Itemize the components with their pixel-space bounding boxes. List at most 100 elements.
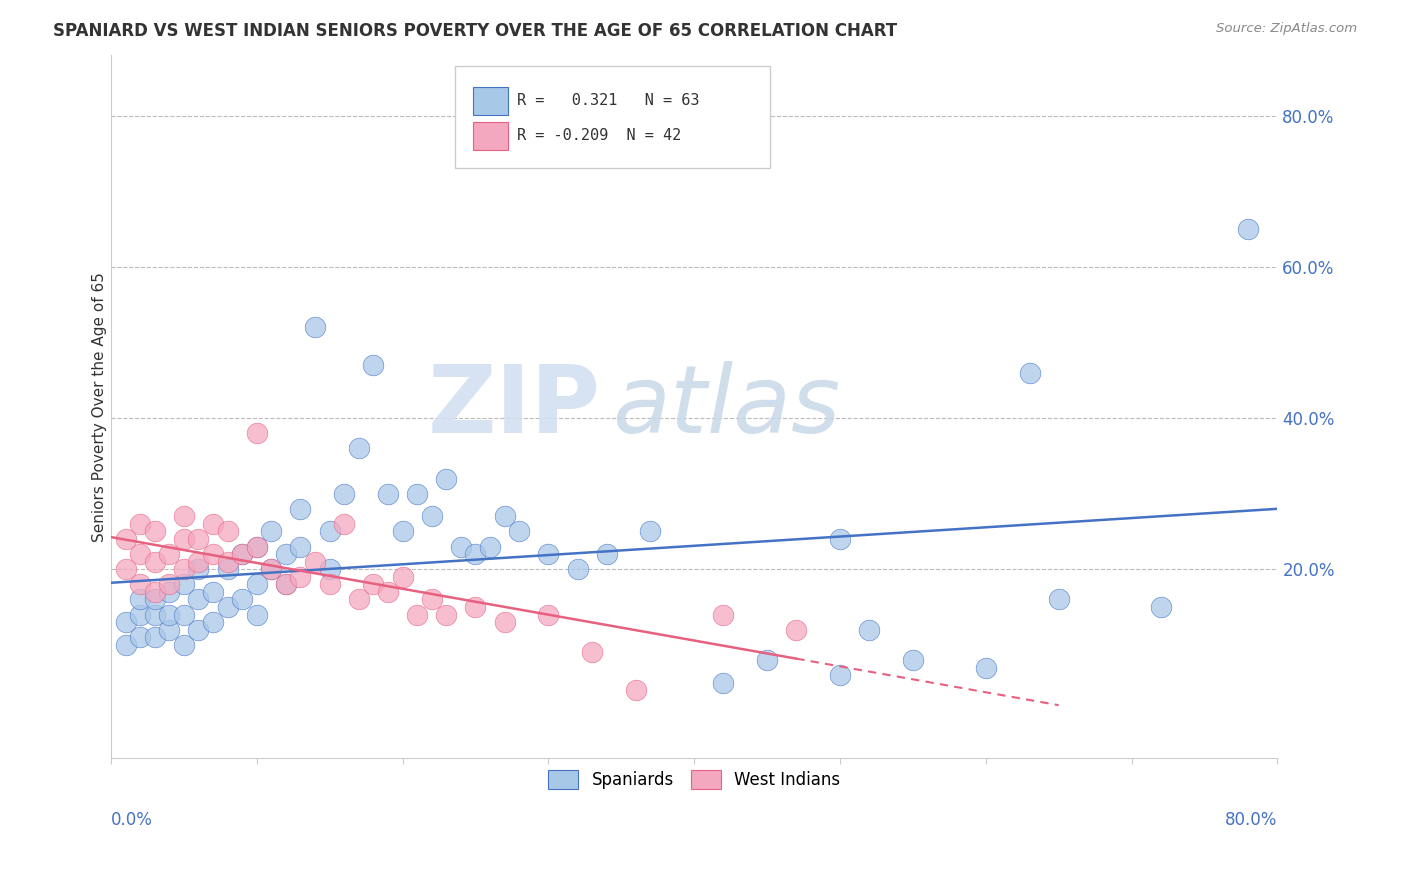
Point (420, 509, 443, 524)
Point (304, 320, 326, 334)
Point (246, 540, 269, 554)
Point (201, 615, 224, 629)
Point (231, 547, 253, 561)
Point (201, 547, 224, 561)
Point (508, 524, 530, 539)
Point (363, 577, 385, 591)
Point (756, 653, 779, 667)
Point (143, 585, 166, 599)
Point (173, 607, 195, 622)
Point (1150, 600, 1173, 615)
Point (173, 562, 195, 576)
Point (274, 577, 297, 591)
Point (157, 577, 180, 591)
Point (858, 623, 880, 637)
Point (217, 600, 239, 615)
Point (114, 562, 136, 576)
Point (187, 555, 209, 569)
Point (377, 486, 399, 500)
Point (129, 577, 152, 591)
Point (494, 615, 516, 629)
Point (260, 524, 283, 539)
Point (828, 532, 851, 546)
Point (434, 471, 457, 485)
Point (129, 547, 152, 561)
Point (420, 592, 443, 607)
Point (173, 532, 195, 546)
Point (143, 524, 166, 539)
Point (274, 577, 297, 591)
Point (143, 555, 166, 569)
FancyBboxPatch shape (472, 87, 508, 115)
Point (347, 442, 370, 456)
Point (157, 623, 180, 637)
Point (567, 562, 589, 576)
Text: 0.0%: 0.0% (111, 811, 153, 830)
Point (157, 585, 180, 599)
Point (201, 585, 224, 599)
Point (187, 562, 209, 576)
Point (711, 675, 734, 690)
Point (464, 600, 486, 615)
Point (274, 547, 297, 561)
Point (595, 547, 617, 561)
Point (828, 668, 851, 682)
Point (304, 555, 326, 569)
Point (1237, 222, 1260, 236)
Point (114, 615, 136, 629)
Point (217, 555, 239, 569)
Point (434, 607, 457, 622)
Point (318, 577, 340, 591)
Point (624, 683, 647, 698)
Text: ZIP: ZIP (427, 360, 600, 453)
Point (143, 592, 166, 607)
Legend: Spaniards, West Indians: Spaniards, West Indians (541, 763, 846, 796)
FancyBboxPatch shape (472, 122, 508, 150)
Point (217, 562, 239, 576)
Point (201, 516, 224, 531)
Text: R = -0.209  N = 42: R = -0.209 N = 42 (517, 128, 681, 144)
Point (260, 562, 283, 576)
Point (363, 358, 385, 372)
Point (464, 547, 486, 561)
Point (581, 645, 603, 659)
Point (231, 547, 253, 561)
Point (537, 547, 560, 561)
Point (114, 638, 136, 652)
Point (129, 516, 152, 531)
Point (494, 509, 516, 524)
Point (290, 540, 312, 554)
Point (114, 532, 136, 546)
Point (246, 540, 269, 554)
Point (129, 630, 152, 644)
Point (217, 524, 239, 539)
Text: R =   0.321   N = 63: R = 0.321 N = 63 (517, 94, 699, 108)
Point (246, 577, 269, 591)
Point (143, 607, 166, 622)
Point (974, 660, 997, 674)
Point (143, 630, 166, 644)
Point (231, 592, 253, 607)
Point (333, 486, 356, 500)
Point (640, 524, 662, 539)
Point (318, 524, 340, 539)
Point (187, 592, 209, 607)
Point (377, 585, 399, 599)
Point (173, 509, 195, 524)
Point (333, 516, 356, 531)
Point (1018, 366, 1040, 380)
Point (1047, 592, 1070, 607)
Point (157, 547, 180, 561)
Point (246, 607, 269, 622)
Text: atlas: atlas (613, 361, 841, 452)
Point (406, 486, 429, 500)
Point (785, 623, 807, 637)
Point (479, 540, 502, 554)
Point (391, 570, 413, 584)
Point (187, 532, 209, 546)
Point (450, 540, 472, 554)
Point (537, 607, 560, 622)
Point (347, 592, 370, 607)
Point (290, 501, 312, 516)
Point (157, 607, 180, 622)
